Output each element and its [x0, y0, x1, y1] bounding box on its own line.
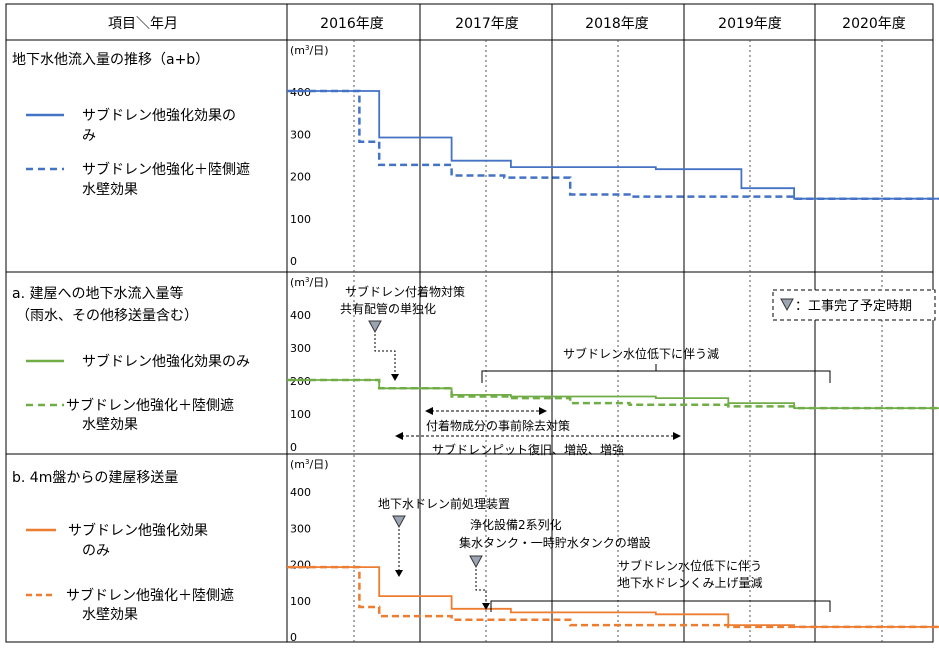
y-tick-label: 200	[290, 171, 311, 184]
y-tick-labels: 0 100 200 300 400 0 100 200 300 400 0 100 200 300 400	[290, 86, 311, 644]
y-tick-label: 100	[290, 213, 311, 226]
triangle-marker-icon	[469, 555, 483, 569]
a-marker-leader	[374, 334, 396, 374]
b-marker-2-text: 浄化設備2系列化	[470, 517, 562, 532]
panel-a-title: （雨水、その他移送量含む）	[16, 308, 198, 324]
legend-b-solid-label: サブドレン他強化効果	[68, 522, 208, 539]
legend-a-solid-label: サブドレン他強化効果のみ	[82, 353, 250, 370]
series-line-a.-dashed	[287, 378, 939, 410]
triangle-marker-icon	[368, 320, 382, 334]
y-tick-label: 100	[290, 595, 311, 608]
panel-b-title: b. 4m盤からの建屋移送量	[12, 470, 178, 486]
year-label: 2018年度	[585, 16, 649, 32]
legend-a-dashed-label: サブドレン他強化＋陸側遮	[66, 397, 234, 414]
panel-total-frame	[5, 39, 934, 273]
unit-label: (m3/日)	[290, 44, 328, 57]
y-tick-label: 0	[290, 255, 297, 268]
header-corner-label: 項目＼年月	[108, 16, 178, 32]
header-row	[5, 3, 934, 41]
b-bracket-text: 地下水ドレンくみ上げ量減	[618, 575, 762, 590]
y-tick-label: 0	[290, 631, 297, 644]
b-reduction-bracket	[490, 594, 831, 612]
triangle-marker-icon	[780, 298, 794, 312]
b-marker-2-text: 集水タンク・一時貯水タンクの増設	[459, 535, 651, 550]
milestone-legend-box	[772, 289, 936, 321]
y-tick-label: 400	[290, 309, 311, 322]
year-label: 2019年度	[718, 16, 782, 32]
year-label: 2017年度	[455, 16, 519, 32]
b-marker-1-text: 地下水ドレン前処理装置	[378, 496, 510, 511]
a-marker-text: サブドレン付着物対策	[345, 284, 465, 299]
legend-total-solid-label: サブドレン他強化効果の	[82, 107, 236, 124]
a-marker-arrow	[391, 374, 399, 381]
b-marker-1-arrow	[395, 570, 403, 577]
y-tick-label: 200	[290, 375, 311, 388]
y-tick-label: 200	[290, 559, 311, 572]
year-label: 2016年度	[320, 16, 384, 32]
b-marker-2-leader	[475, 569, 487, 603]
year-label: 2020年度	[842, 16, 906, 32]
y-tick-label: 0	[290, 441, 297, 454]
legend-b-dashed-label: 水壁効果	[82, 607, 138, 623]
y-tick-label: 100	[290, 408, 311, 421]
b-bracket-text: サブドレン水位低下に伴う	[618, 558, 762, 573]
a-arrow-1-text: 付着物成分の事前除去対策	[426, 418, 570, 433]
triangle-marker-icon	[392, 515, 406, 529]
series-line-地下-solid	[287, 90, 939, 200]
y-tick-label: 400	[290, 486, 311, 499]
legend-total-solid-label: み	[82, 128, 96, 144]
y-tick-label: 300	[290, 522, 311, 535]
mid-year-gridlines	[353, 40, 883, 642]
legend-a-dashed-label: 水壁効果	[82, 417, 138, 433]
milestone-legend-text: ：工事完了予定時期	[795, 299, 912, 314]
legend-b-dashed-label: サブドレン他強化＋陸側遮	[66, 587, 234, 604]
panel-total-title: 地下水他流入量の推移（a+b）	[12, 52, 209, 68]
panel-b-frame	[5, 453, 934, 643]
y-tick-label: 300	[290, 342, 311, 355]
a-reduction-bracket	[481, 364, 831, 383]
series-line-b.-solid	[287, 566, 939, 628]
unit-label: (m3/日)	[290, 276, 328, 289]
y-tick-label: 300	[290, 128, 311, 141]
a-arrow-2-text: サブドレンピット復旧、増設、増強	[432, 442, 624, 457]
y-tick-label: 400	[290, 86, 311, 99]
series-line-b.-dashed	[287, 565, 939, 629]
series-line-地下-dashed	[287, 89, 939, 200]
a-marker-text: 共有配管の単独化	[340, 301, 436, 316]
series-line-a.-solid	[287, 379, 939, 409]
legend-total-dashed-label: 水壁効果	[82, 182, 138, 198]
a-bracket-text: サブドレン水位低下に伴う減	[563, 346, 719, 361]
legend-total-dashed-label: サブドレン他強化＋陸側遮	[82, 161, 250, 178]
legend-b-solid-label: のみ	[82, 543, 110, 559]
b-marker-2-arrow	[482, 603, 490, 610]
unit-label: (m3/日)	[290, 458, 328, 471]
panel-a-title: a. 建屋への地下水流入量等	[12, 285, 183, 302]
year-boundaries	[419, 4, 816, 642]
series-lines	[287, 89, 939, 629]
